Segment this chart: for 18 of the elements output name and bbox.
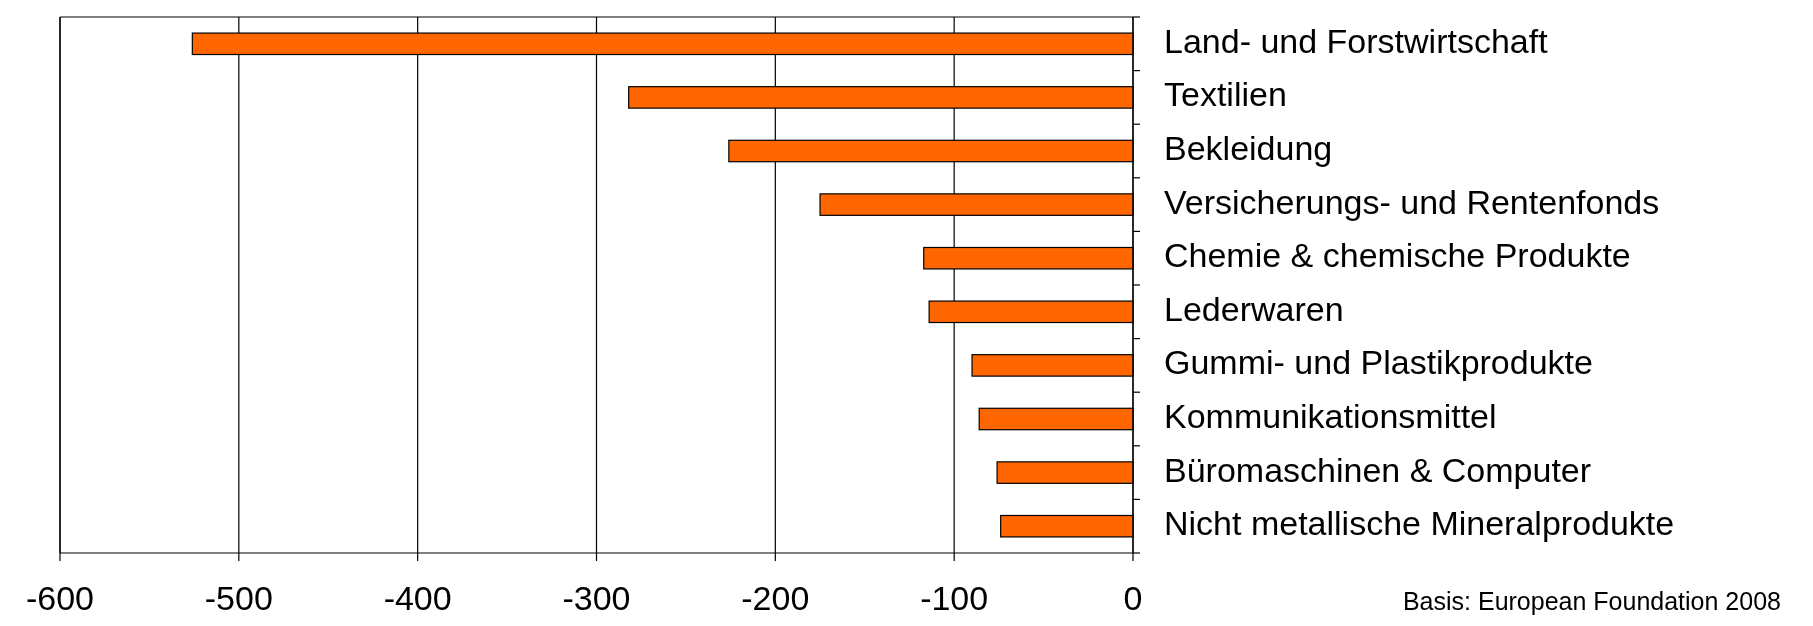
y-tick-label: Textilien xyxy=(1164,75,1287,114)
x-tick-label: 0 xyxy=(1123,579,1143,617)
x-tick-label: -400 xyxy=(383,579,452,617)
text: Basis: European Foundation 2008 xyxy=(1402,587,1781,615)
y-tick-label: Nicht metallische Mineralprodukte xyxy=(1164,504,1675,543)
y-tick-label: Kommunikationsmittel xyxy=(1164,396,1497,435)
y-tick-label: Versicherungs- und Rentenfonds xyxy=(1164,182,1660,221)
x-tick-label: -500 xyxy=(204,579,273,617)
y-tick-label: Lederwaren xyxy=(1164,289,1344,328)
y-tick-label: Büromaschinen & Computer xyxy=(1164,450,1592,489)
y-tick-label: Chemie & chemische Produkte xyxy=(1164,236,1631,275)
y-tick-label: Land- und Forstwirtschaft xyxy=(1164,21,1549,60)
x-tick-label: -200 xyxy=(741,579,810,617)
x-tick-label: -100 xyxy=(920,579,989,617)
y-tick-label: Gummi- und Plastikprodukte xyxy=(1164,343,1593,382)
x-tick-label: -600 xyxy=(25,579,95,617)
x-tick-label: -300 xyxy=(562,579,631,617)
y-tick-label: Bekleidung xyxy=(1164,128,1333,167)
